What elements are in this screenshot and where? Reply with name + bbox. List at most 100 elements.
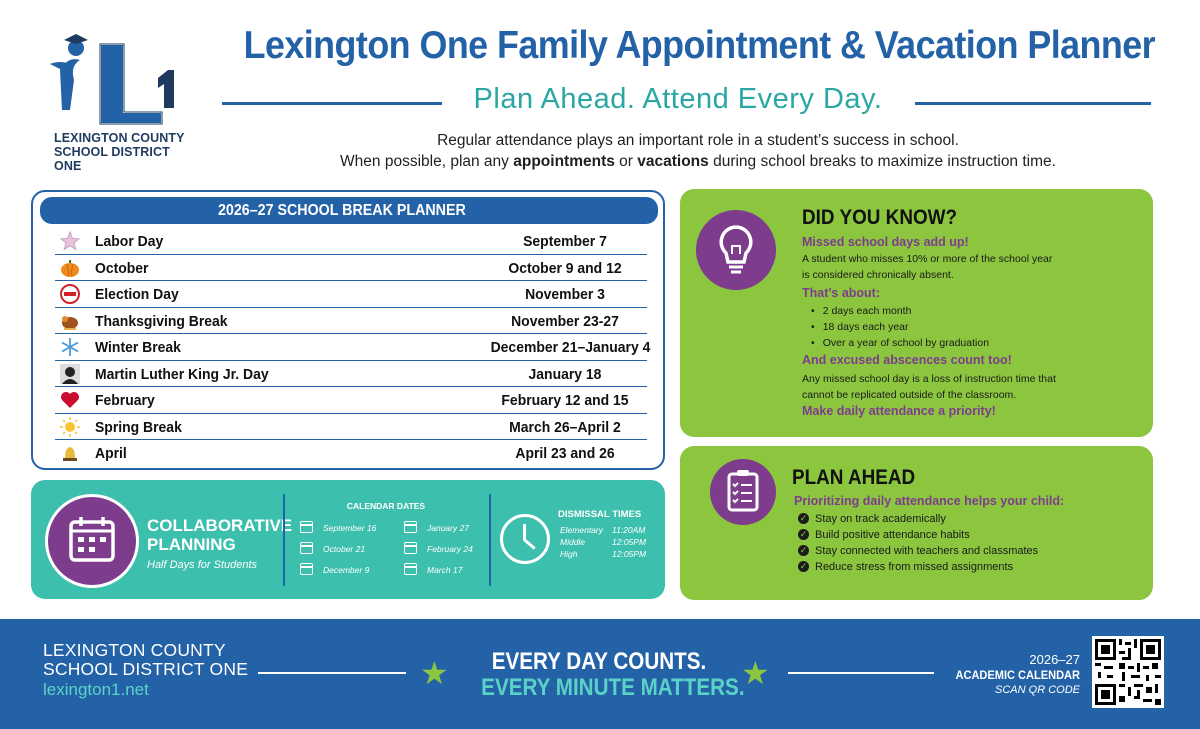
logo-district-line2: SCHOOL DISTRICT ONE [54, 145, 170, 173]
intro-line-2: When possible, plan any appointments or … [340, 153, 1056, 170]
dismissal-time: 12:05PM [612, 537, 647, 547]
break-row-labor-day: Labor Day September 7 [55, 228, 647, 255]
plan-ahead-panel: PLAN AHEAD Prioritizing daily attendance… [680, 446, 1153, 600]
star-icon [59, 231, 81, 251]
collab-subtitle: Half Days for Students [147, 559, 258, 571]
break-planner: 2026–27 SCHOOL BREAK PLANNER Labor Day S… [31, 190, 665, 470]
mini-calendar-icon [404, 563, 417, 575]
planner-header: 2026–27 SCHOOL BREAK PLANNER [40, 197, 658, 224]
vacations-emphasis: vacations [637, 153, 709, 170]
break-date: November 3 [525, 286, 605, 303]
pumpkin-icon [59, 258, 81, 278]
check-icon: ✓ [798, 561, 809, 572]
plan-item: ✓ Stay connected with teachers and classm… [798, 545, 1039, 557]
page-title: Lexington One Family Appointment & Vacat… [243, 24, 1156, 67]
star-icon: ★ [420, 655, 449, 691]
mini-calendar-icon [300, 563, 313, 575]
footer-slogan-1: EVERY DAY COUNTS. [491, 648, 707, 675]
break-row-spring-break: Spring Break March 26–April 2 [55, 414, 647, 440]
footer-slogan-2: EVERY MINUTE MATTERS. [481, 674, 745, 701]
footer-scan-qr: SCAN QR CODE [995, 684, 1080, 696]
break-name: October [95, 259, 149, 277]
heart-icon [59, 390, 81, 410]
l1-logo-icon [50, 34, 174, 125]
break-row-mlk-day: Martin Luther King Jr. Day January 18 [55, 361, 647, 387]
know-title: DID YOU KNOW? [802, 206, 958, 229]
break-name: Martin Luther King Jr. Day [95, 365, 269, 383]
mini-calendar-icon [300, 542, 313, 554]
break-date: April 23 and 26 [515, 445, 615, 462]
break-date: March 26–April 2 [509, 418, 621, 436]
portrait-icon [59, 363, 81, 384]
break-date: November 23-27 [511, 312, 619, 330]
subtitle-rule-right [915, 102, 1151, 105]
footer-district: LEXINGTON COUNTY SCHOOL DISTRICT ONE [43, 640, 249, 679]
break-date: September 7 [523, 233, 607, 250]
footer-rule [258, 672, 406, 674]
dismissal-level: High [560, 549, 578, 559]
footer-year: 2026–27 [1029, 652, 1080, 667]
plan-lead: Prioritizing daily attendance helps your… [794, 494, 1065, 508]
know-bullet: 2 days each month [811, 305, 912, 317]
intro-line-1: Regular attendance plays an important ro… [437, 132, 959, 149]
qr-code-icon[interactable] [1092, 636, 1164, 708]
check-icon: ✓ [798, 529, 809, 540]
divider [283, 494, 285, 586]
know-bullet: 18 days each year [811, 321, 909, 333]
collaborative-planning-panel: COLLABORATIVE PLANNING Half Days for Stu… [31, 480, 665, 599]
break-date: February 12 and 15 [501, 392, 629, 409]
plan-title: PLAN AHEAD [792, 466, 916, 489]
appointments-emphasis: appointments [513, 153, 615, 170]
break-row-election-day: Election Day November 3 [55, 281, 647, 308]
dismissal-level: Middle [560, 537, 586, 547]
turkey-icon [59, 311, 81, 331]
sun-icon [59, 416, 81, 437]
break-row-february: February February 12 and 15 [55, 387, 647, 414]
break-date: January 18 [528, 365, 602, 383]
break-name: Labor Day [95, 233, 164, 250]
snowflake-icon [59, 337, 81, 357]
clock-icon [500, 514, 550, 564]
mini-calendar-icon [300, 521, 313, 533]
bell-icon [59, 443, 81, 463]
break-name: April [95, 445, 127, 462]
dismissal-heading: DISMISSAL TIMES [558, 509, 642, 520]
calendar-date: December 9 [300, 563, 369, 575]
subtitle-rule-left [222, 102, 442, 105]
break-row-october: October October 9 and 12 [55, 255, 647, 281]
know-text-1: A student who misses 10% or more of the … [802, 253, 1053, 281]
footer: LEXINGTON COUNTY SCHOOL DISTRICT ONE lex… [0, 619, 1200, 729]
know-priority: Make daily attendance a priority! [802, 404, 996, 418]
calendar-date: January 27 [404, 521, 469, 533]
vote-badge-icon [59, 284, 81, 304]
know-about: That’s about: [802, 286, 881, 300]
footer-url-link[interactable]: lexington1.net [43, 680, 149, 699]
dismissal-level: Elementary [560, 525, 603, 535]
break-row-winter-break: Winter Break December 21–January 4 [55, 334, 651, 361]
collab-title: COLLABORATIVE PLANNING [147, 516, 293, 554]
check-icon: ✓ [798, 545, 809, 556]
plan-item: ✓ Stay on track academically [798, 513, 946, 525]
break-name: Winter Break [95, 339, 181, 356]
footer-academic-calendar: ACADEMIC CALENDAR [955, 668, 1080, 682]
footer-rule [788, 672, 934, 674]
divider [489, 494, 491, 586]
break-date: December 21–January 4 [490, 339, 651, 356]
know-lead: Missed school days add up! [802, 235, 969, 249]
plan-item: ✓ Build positive attendance habits [798, 529, 970, 541]
break-date: October 9 and 12 [508, 259, 622, 277]
mini-calendar-icon [404, 542, 417, 554]
mini-calendar-icon [404, 521, 417, 533]
calendar-date: February 24 [404, 542, 473, 554]
plan-item: ✓ Reduce stress from missed assignments [798, 561, 1014, 573]
page-subtitle: Plan Ahead. Attend Every Day. [473, 83, 883, 115]
star-icon: ★ [741, 655, 770, 691]
calendar-date: March 17 [404, 563, 462, 575]
break-row-thanksgiving: Thanksgiving Break November 23-27 [55, 308, 647, 334]
calendar-date: October 21 [300, 542, 365, 554]
district-logo: LEXINGTON COUNTY SCHOOL DISTRICT ONE [40, 30, 190, 173]
break-name: Spring Break [95, 418, 182, 436]
dismissal-time: 11:20AM [612, 525, 646, 535]
did-you-know-panel: DID YOU KNOW? Missed school days add up!… [680, 189, 1153, 437]
break-name: Election Day [95, 286, 179, 303]
